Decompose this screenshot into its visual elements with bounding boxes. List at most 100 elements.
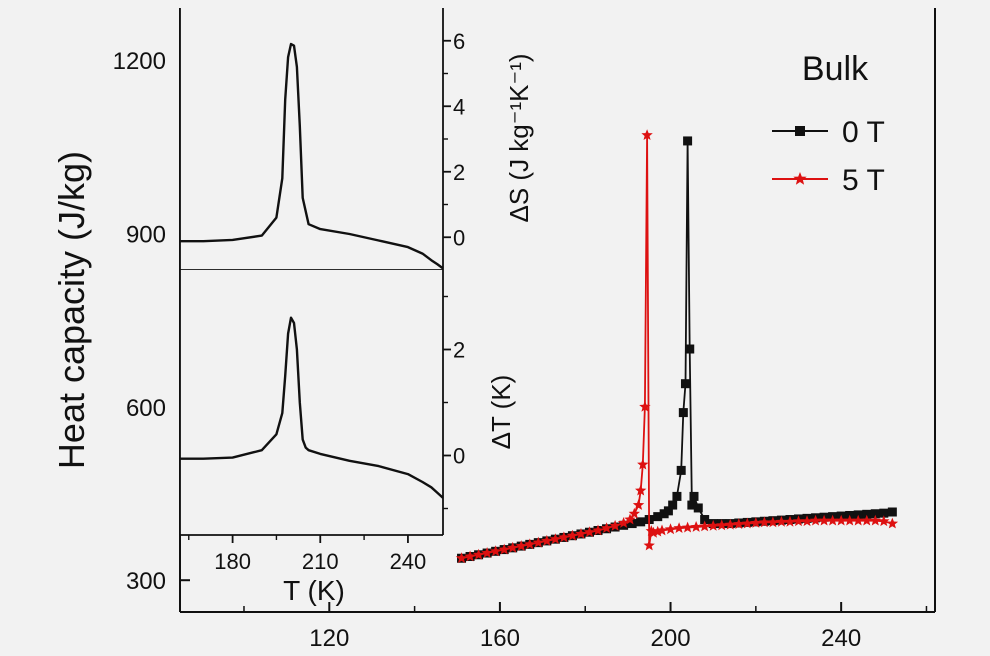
legend-label-5T: 5 T: [842, 164, 885, 197]
data-point-5T: [635, 484, 647, 496]
inset-x-tick-label: 180: [214, 549, 251, 574]
data-point-5T: [575, 528, 587, 539]
data-point-5T: [826, 514, 839, 526]
data-point-5T: [524, 538, 536, 550]
data-point-5T: [835, 514, 847, 526]
inset-curve: [180, 316, 444, 499]
data-point-0T: [636, 517, 646, 527]
data-point-0T: [862, 509, 872, 519]
inset-background: [180, 270, 443, 535]
data-point-0T: [680, 379, 690, 389]
data-point-5T: [498, 543, 510, 555]
data-point-5T: [673, 522, 685, 533]
main-y-tick-label: 900: [126, 221, 166, 248]
inset-top-plot: 1802102400246: [179, 8, 465, 309]
legend-marker-5T: [793, 172, 807, 185]
data-point-0T: [676, 465, 686, 475]
data-point-5T: [784, 515, 796, 527]
data-point-5T: [716, 519, 728, 531]
data-point-0T: [683, 136, 693, 146]
data-point-5T: [750, 517, 762, 528]
data-point-5T: [818, 514, 830, 526]
inset-y-tick-label: 0: [453, 225, 465, 250]
data-point-5T: [861, 514, 873, 526]
data-point-5T: [472, 548, 485, 560]
data-point-5T: [566, 529, 579, 541]
data-point-5T: [733, 518, 745, 529]
data-point-5T: [632, 499, 645, 510]
data-point-5T: [609, 519, 621, 531]
data-point-5T: [852, 514, 864, 526]
data-point-5T: [724, 518, 736, 530]
data-point-5T: [690, 521, 702, 532]
data-point-5T: [532, 536, 544, 548]
data-point-5T: [643, 539, 655, 551]
data-point-5T: [558, 531, 570, 543]
data-point-5T: [507, 541, 519, 553]
data-point-0T: [870, 509, 880, 519]
main-y-tick-label: 600: [126, 395, 166, 422]
data-point-5T: [844, 514, 856, 526]
inset-bottom-y-axis-label: ΔT (K): [486, 375, 516, 450]
data-point-5T: [641, 129, 653, 140]
chart-title: Bulk: [802, 50, 869, 88]
data-point-5T: [801, 515, 813, 527]
data-point-5T: [583, 526, 596, 538]
data-point-5T: [647, 526, 660, 538]
data-point-5T: [481, 547, 493, 558]
inset-background: [180, 8, 443, 270]
data-point-0T: [672, 491, 682, 501]
data-point-0T: [879, 508, 889, 518]
data-point-5T: [741, 517, 753, 529]
legend: [772, 126, 828, 185]
data-point-5T: [455, 552, 468, 564]
data-point-0T: [687, 500, 697, 510]
main-x-tick-label: 160: [480, 625, 520, 652]
data-point-5T: [767, 516, 779, 528]
data-point-0T: [700, 515, 710, 525]
inset-y-tick-label: 4: [453, 94, 465, 119]
data-point-5T: [628, 507, 640, 519]
data-point-5T: [592, 524, 604, 536]
inset-y-tick-label: 2: [453, 160, 465, 185]
data-point-5T: [758, 516, 771, 528]
data-point-5T: [878, 515, 890, 527]
inset-y-tick-label: 6: [453, 29, 465, 54]
data-point-0T: [678, 408, 688, 418]
data-point-5T: [656, 524, 668, 536]
inset-bottom-x-axis-label: T (K): [283, 575, 345, 606]
main-x-tick-label: 120: [309, 625, 349, 652]
data-point-0T: [887, 507, 897, 517]
data-point-0T: [627, 519, 637, 529]
data-point-0T: [653, 512, 663, 522]
data-point-5T: [792, 515, 805, 527]
data-point-5T: [664, 523, 677, 535]
data-point-5T: [464, 550, 476, 562]
inset-y-tick-label: 0: [453, 444, 465, 469]
data-point-5T: [809, 514, 822, 526]
data-point-5T: [637, 458, 649, 470]
data-point-0T: [668, 500, 678, 510]
data-point-5T: [699, 520, 711, 532]
y-axis-label: Heat capacity (J/kg): [51, 151, 92, 469]
data-point-5T: [515, 540, 527, 551]
data-point-5T: [707, 519, 719, 531]
data-point-5T: [869, 514, 881, 526]
inset-curve: [180, 42, 444, 270]
main-plot: 120 160 2 0 0 240 300 600 900 1200: [113, 8, 936, 652]
data-point-5T: [681, 521, 694, 533]
inset-bottom-plot: 180 210 240 0 2: [179, 270, 465, 574]
data-point-0T: [689, 491, 699, 501]
data-point-5T: [600, 522, 613, 533]
data-point-5T: [624, 513, 636, 525]
data-point-5T: [775, 515, 788, 527]
inset-y-tick-label: 2: [453, 338, 465, 363]
data-point-5T: [886, 517, 899, 529]
data-point-5T: [489, 545, 502, 557]
inset-x-tick-label: 240: [390, 549, 427, 574]
main-y-tick-label: 1200: [113, 48, 166, 75]
main-y-tick-label: 300: [126, 568, 166, 595]
data-point-5T: [639, 400, 651, 412]
inset-x-tick-label: 210: [302, 549, 339, 574]
